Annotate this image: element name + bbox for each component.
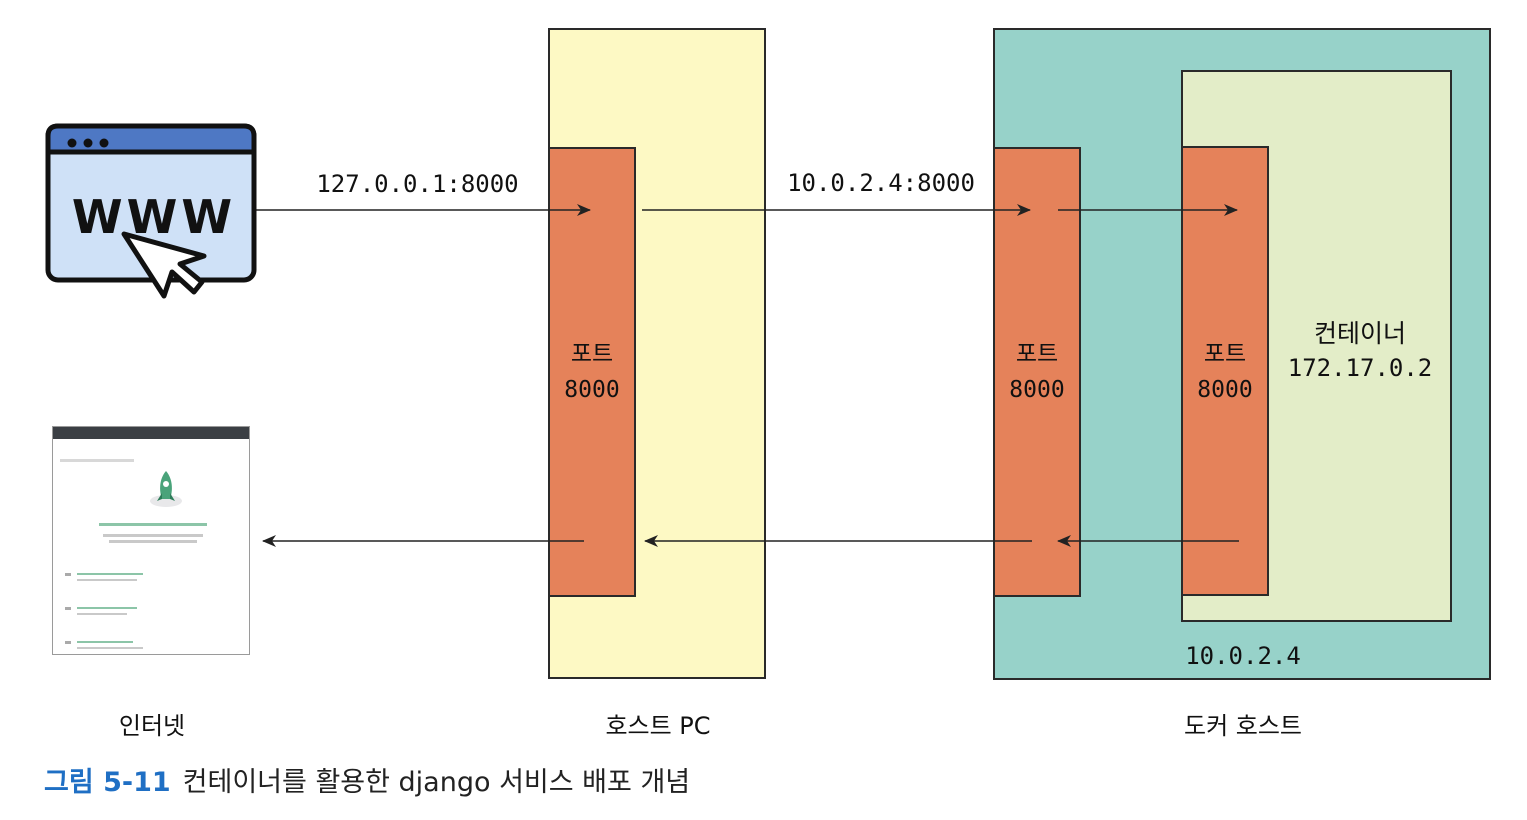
host-ip-port-label: 127.0.0.1:8000 xyxy=(316,170,519,198)
docker-host-label: 도커 호스트 xyxy=(1183,712,1303,740)
host-pc-port: 포트 8000 xyxy=(548,147,636,597)
host-pc-label: 호스트 PC xyxy=(605,712,711,740)
figure-number: 그림 5-11 xyxy=(44,767,171,798)
internet-label: 인터넷 xyxy=(118,712,186,740)
docker-host-port: 포트 8000 xyxy=(993,147,1081,597)
rocket-icon xyxy=(150,471,182,507)
www-browser-icon: WWW xyxy=(44,122,260,302)
django-page-thumbnail xyxy=(52,426,250,655)
port-number: 8000 xyxy=(1197,377,1253,403)
figure-caption: 그림 5-11 컨테이너를 활용한 django 서비스 배포 개념 xyxy=(44,760,690,799)
port-label: 포트 xyxy=(570,341,614,367)
thumbnail-title-bar xyxy=(53,427,249,439)
container-port: 포트 8000 xyxy=(1181,146,1269,596)
port-number: 8000 xyxy=(564,377,620,403)
port-label: 포트 xyxy=(1015,341,1059,367)
port-label: 포트 xyxy=(1203,341,1247,367)
container-label: 컨테이너 xyxy=(1313,319,1406,348)
container-ip: 172.17.0.2 xyxy=(1287,354,1433,382)
figure-caption-text: 컨테이너를 활용한 django 서비스 배포 개념 xyxy=(182,767,691,798)
docker-ip-port-label: 10.0.2.4:8000 xyxy=(787,169,975,197)
docker-host-ip: 10.0.2.4 xyxy=(1185,642,1301,670)
port-number: 8000 xyxy=(1009,377,1065,403)
www-text: WWW xyxy=(71,190,237,244)
